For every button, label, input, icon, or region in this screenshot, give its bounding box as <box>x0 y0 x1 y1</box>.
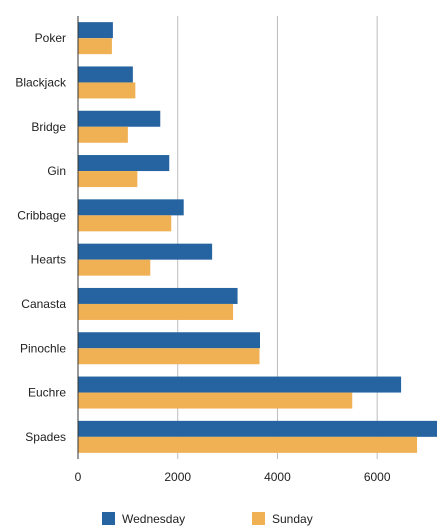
category-label-gin: Gin <box>47 164 66 178</box>
category-label-canasta: Canasta <box>21 297 66 311</box>
bar-wednesday-poker <box>78 22 113 39</box>
bar-wednesday-cribbage <box>78 199 184 216</box>
bars <box>78 22 437 453</box>
category-label-spades: Spades <box>25 430 66 444</box>
bar-wednesday-pinochle <box>78 332 260 349</box>
bar-sunday-gin <box>78 171 138 188</box>
bar-sunday-bridge <box>78 126 128 143</box>
category-label-euchre: Euchre <box>28 386 66 400</box>
x-tick-label-0: 0 <box>75 470 82 484</box>
legend-swatch-sunday <box>252 512 265 525</box>
bar-sunday-canasta <box>78 303 234 320</box>
category-label-poker: Poker <box>35 31 66 45</box>
bar-sunday-cribbage <box>78 215 172 232</box>
bar-sunday-euchre <box>78 392 353 409</box>
bar-sunday-poker <box>78 38 112 55</box>
bar-wednesday-euchre <box>78 376 402 393</box>
x-tick-labels: 0 2000 4000 6000 <box>75 470 391 484</box>
legend-label-wednesday: Wednesday <box>122 512 185 526</box>
category-label-pinochle: Pinochle <box>20 341 66 355</box>
legend-swatch-wednesday <box>102 512 115 525</box>
bar-sunday-blackjack <box>78 82 136 99</box>
bar-wednesday-bridge <box>78 110 161 127</box>
legend-label-sunday: Sunday <box>272 512 313 526</box>
category-label-blackjack: Blackjack <box>15 75 67 89</box>
category-labels: Poker Blackjack Bridge Gin Cribbage Hearts Can… <box>15 31 67 444</box>
bar-wednesday-canasta <box>78 287 238 304</box>
bar-sunday-spades <box>78 436 418 453</box>
bar-sunday-pinochle <box>78 348 260 365</box>
bar-sunday-hearts <box>78 259 151 276</box>
legend: Wednesday Sunday <box>102 512 313 526</box>
bar-wednesday-gin <box>78 155 170 172</box>
x-tick-label-3: 6000 <box>364 470 391 484</box>
category-label-bridge: Bridge <box>31 120 66 134</box>
bar-wednesday-spades <box>78 420 437 437</box>
bar-wednesday-hearts <box>78 243 213 260</box>
x-tick-label-1: 2000 <box>164 470 191 484</box>
x-tick-label-2: 4000 <box>264 470 291 484</box>
category-label-cribbage: Cribbage <box>17 208 66 222</box>
bar-wednesday-blackjack <box>78 66 133 83</box>
category-label-hearts: Hearts <box>31 253 66 267</box>
